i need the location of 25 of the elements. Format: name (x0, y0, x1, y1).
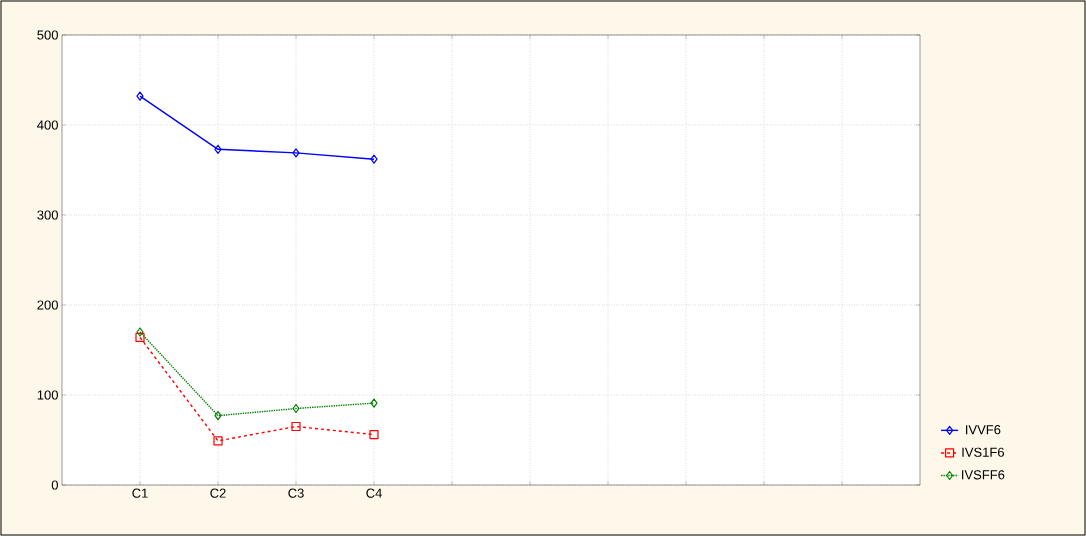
legend-label: IVS1F6 (962, 447, 1004, 457)
point (136, 327, 144, 337)
legend-label: IVSFF6 (962, 470, 1005, 480)
point (214, 144, 222, 154)
y-tick-label: 0 (51, 480, 58, 490)
y-tick-label: 500 (37, 30, 58, 40)
point (291, 421, 301, 432)
y-tick-label: 200 (37, 300, 58, 310)
point (369, 430, 379, 440)
x-tick-label: C2 (210, 488, 226, 498)
x-tick-label: C4 (366, 488, 382, 498)
point (292, 403, 300, 414)
point (213, 436, 223, 446)
legend-label: IVVF6 (966, 425, 1001, 435)
point (292, 148, 300, 158)
point (370, 154, 378, 164)
point (370, 398, 378, 408)
y-tick-label: 100 (37, 390, 58, 400)
point (135, 332, 145, 342)
point (136, 91, 144, 101)
x-tick-label: C3 (288, 488, 304, 498)
x-tick-label: C1 (132, 488, 148, 498)
y-tick-label: 300 (37, 210, 58, 220)
point (214, 411, 222, 421)
y-tick-label: 400 (37, 120, 58, 130)
